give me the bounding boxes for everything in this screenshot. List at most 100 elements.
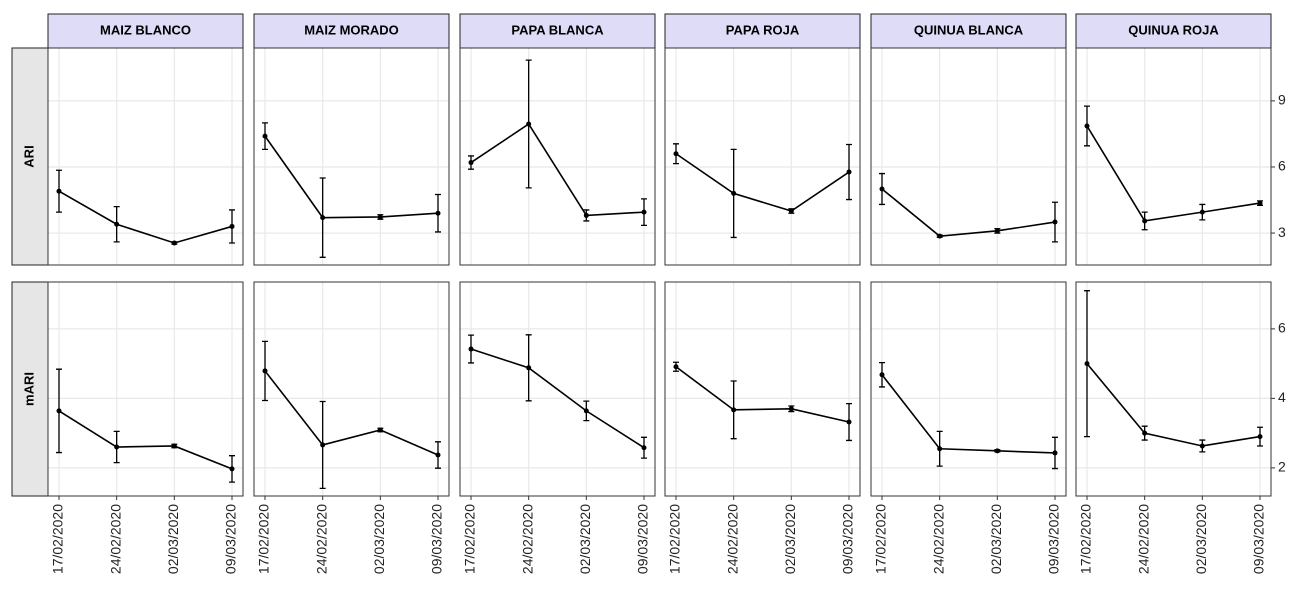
- point: [1199, 443, 1205, 449]
- y-tick-label: 2: [1278, 459, 1286, 475]
- line: [58, 190, 233, 244]
- point: [994, 228, 1000, 234]
- line: [470, 348, 645, 449]
- point: [879, 372, 885, 378]
- point: [171, 240, 177, 246]
- point: [641, 445, 647, 451]
- x-tick-label: 09/03/2020: [840, 504, 856, 574]
- x-tick-label: 02/03/2020: [577, 504, 593, 574]
- point: [435, 210, 441, 216]
- x-tick-label: 17/02/2020: [873, 504, 889, 574]
- panel-border: [47, 281, 244, 497]
- column-strip: [1075, 13, 1272, 49]
- point: [673, 151, 679, 157]
- point: [641, 209, 647, 215]
- column-strip-label: MAIZ BLANCO: [100, 22, 191, 37]
- panel: [254, 282, 449, 496]
- column-strip-label: QUINUA ROJA: [1128, 22, 1219, 37]
- x-tick-label: 09/03/2020: [1251, 504, 1267, 574]
- point: [1142, 430, 1148, 436]
- panel: [48, 282, 243, 496]
- x-tick-label: 09/03/2020: [1046, 504, 1062, 574]
- column-strip: [253, 13, 450, 49]
- point: [526, 121, 532, 127]
- x-tick-label: 24/02/2020: [519, 504, 535, 574]
- column-strip: [664, 13, 861, 49]
- point: [114, 221, 120, 227]
- panel: [665, 48, 860, 265]
- panel-border: [664, 281, 861, 497]
- column-strip-label: PAPA ROJA: [726, 22, 800, 37]
- panel-border: [1075, 47, 1272, 266]
- point: [583, 212, 589, 218]
- point: [879, 186, 885, 192]
- line: [264, 370, 439, 456]
- row-strip-label: mARI: [21, 372, 36, 406]
- point: [262, 368, 268, 374]
- column-strip: [459, 13, 656, 49]
- panel-border: [253, 47, 450, 266]
- x-tick-label: 02/03/2020: [165, 504, 181, 574]
- point: [1199, 209, 1205, 215]
- line: [470, 122, 645, 217]
- point: [171, 443, 177, 449]
- column-strip-label: PAPA BLANCA: [511, 22, 604, 37]
- point: [377, 214, 383, 220]
- x-tick-label: 02/03/2020: [782, 504, 798, 574]
- line: [1086, 125, 1261, 222]
- panel-border: [459, 47, 656, 266]
- y-tick-label: 6: [1278, 320, 1286, 336]
- point: [994, 448, 1000, 454]
- x-tick-label: 17/02/2020: [50, 504, 66, 574]
- point: [1142, 218, 1148, 224]
- point: [846, 419, 852, 425]
- x-tick-label: 09/03/2020: [223, 504, 239, 574]
- x-tick-label: 09/03/2020: [429, 504, 445, 574]
- point: [320, 442, 326, 448]
- point: [526, 365, 532, 371]
- point: [731, 190, 737, 196]
- point: [229, 466, 235, 472]
- point: [1052, 450, 1058, 456]
- x-tick-label: 02/03/2020: [1193, 504, 1209, 574]
- x-tick-label: 17/02/2020: [256, 504, 272, 574]
- x-tick-label: 02/03/2020: [371, 504, 387, 574]
- column-strip-label: MAIZ MORADO: [304, 22, 399, 37]
- point: [56, 188, 62, 194]
- x-tick-label: 24/02/2020: [1135, 504, 1151, 574]
- x-tick-label: 17/02/2020: [462, 504, 478, 574]
- line: [675, 366, 850, 423]
- line: [58, 410, 233, 470]
- panel: [460, 48, 655, 265]
- panel-border: [870, 47, 1067, 266]
- point: [435, 452, 441, 458]
- point: [56, 408, 62, 414]
- x-tick-label: 24/02/2020: [107, 504, 123, 574]
- point: [673, 364, 679, 370]
- y-tick-label: 6: [1278, 158, 1286, 174]
- point: [1084, 123, 1090, 129]
- point: [1052, 219, 1058, 225]
- panel: [254, 48, 449, 265]
- column-strip: [47, 13, 244, 49]
- panel: [48, 48, 243, 265]
- x-tick-label: 24/02/2020: [313, 504, 329, 574]
- column-strip-label: QUINUA BLANCA: [914, 22, 1024, 37]
- panel: [1076, 48, 1271, 265]
- point: [731, 407, 737, 413]
- x-tick-label: 24/02/2020: [724, 504, 740, 574]
- x-tick-label: 17/02/2020: [1078, 504, 1094, 574]
- y-tick-label: 4: [1278, 389, 1286, 405]
- point: [788, 208, 794, 214]
- point: [937, 446, 943, 452]
- point: [583, 408, 589, 414]
- point: [1257, 200, 1263, 206]
- panel: [871, 282, 1066, 496]
- point: [846, 169, 852, 175]
- point: [788, 406, 794, 412]
- point: [937, 233, 943, 239]
- point: [377, 427, 383, 433]
- panel-border: [664, 47, 861, 266]
- panel: [871, 48, 1066, 265]
